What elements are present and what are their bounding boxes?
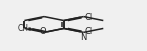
Text: CH₃: CH₃ <box>17 24 31 33</box>
Text: Cl: Cl <box>85 27 93 36</box>
Text: N: N <box>80 33 87 42</box>
Text: O: O <box>40 27 46 36</box>
Text: Cl: Cl <box>85 13 93 22</box>
